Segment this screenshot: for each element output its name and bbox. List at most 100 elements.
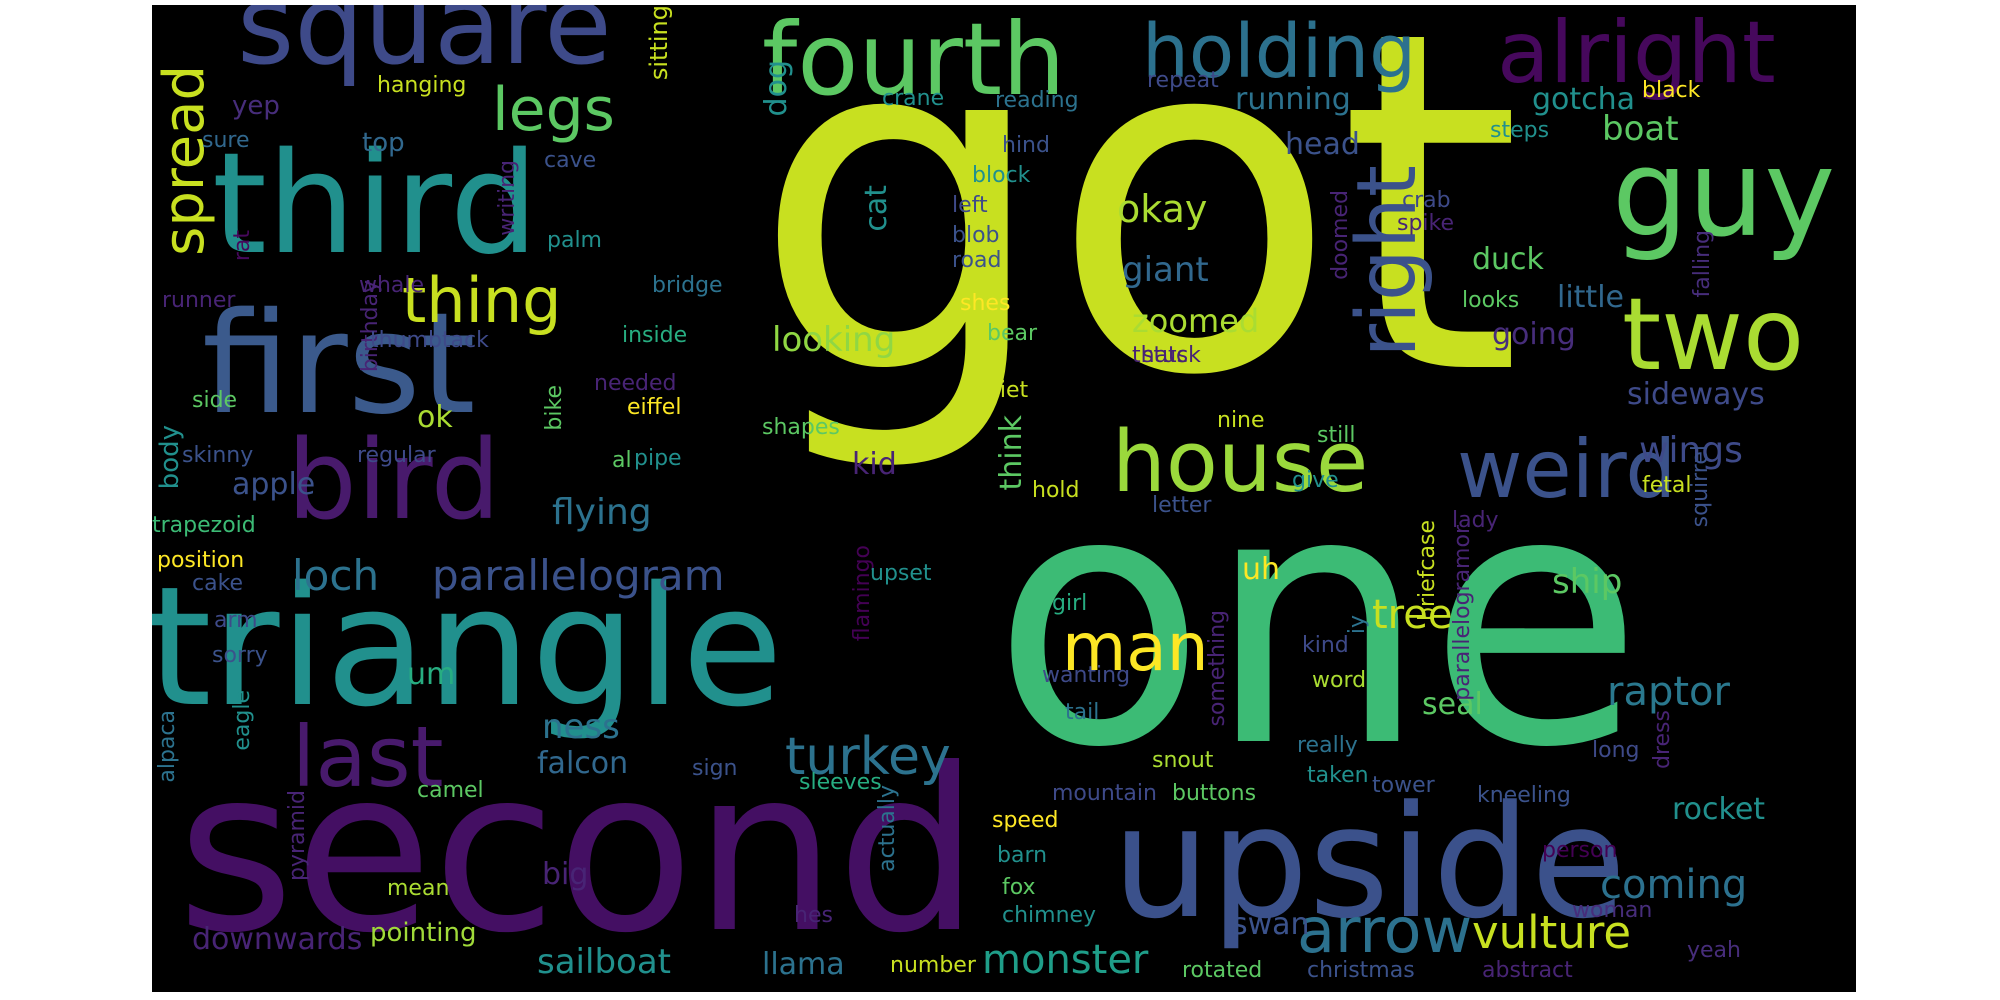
word-ness: ness	[542, 707, 620, 747]
word-kneeling: kneeling	[1477, 783, 1571, 808]
word-quiet: quiet	[972, 378, 1029, 403]
word-dog: dog	[759, 60, 794, 117]
word-girl: girl	[1052, 591, 1088, 616]
word-repeat: repeat	[1147, 68, 1219, 93]
word-rotated: rotated	[1182, 958, 1263, 983]
word-guy: guy	[1612, 125, 1836, 264]
word-doomed: doomed	[1328, 190, 1353, 280]
word-crane: crane	[882, 86, 945, 111]
word-legs: legs	[492, 75, 615, 145]
word-thats: thats	[1132, 343, 1189, 368]
word-trapezoid: trapezoid	[152, 513, 256, 538]
word-fourth: fourth	[762, 5, 1066, 118]
word-spike: spike	[1397, 211, 1455, 236]
word-one: one	[992, 416, 1644, 824]
word-thumbtack: thumbtack	[370, 328, 489, 353]
word-bird: bird	[287, 416, 501, 544]
word-something: something	[1205, 610, 1230, 727]
word-hes: hes	[794, 903, 833, 928]
word-fetal: fetal	[1642, 473, 1692, 498]
word-looks: looks	[1462, 288, 1520, 313]
word-long: long	[1592, 738, 1640, 763]
word-stuck: stuck	[1142, 343, 1201, 368]
word-whale: whale	[359, 273, 425, 298]
word-yep: yep	[232, 91, 280, 121]
word-sure: sure	[202, 128, 250, 153]
word-person: person	[1542, 838, 1618, 863]
word-word: word	[1312, 668, 1367, 693]
word-tail: tail	[1065, 700, 1100, 725]
word-monster: monster	[982, 937, 1149, 983]
word-sideways: sideways	[1627, 377, 1765, 412]
word-woman: woman	[1572, 898, 1653, 923]
word-sorry: sorry	[212, 643, 268, 668]
word-loch: loch	[292, 551, 380, 600]
word-taken: taken	[1307, 763, 1369, 788]
word-hold: hold	[1032, 478, 1080, 503]
word-ship: ship	[1552, 562, 1623, 602]
word-pyramid: pyramid	[285, 790, 310, 882]
word-think: think	[994, 415, 1029, 491]
word-tree: tree	[1372, 592, 1453, 638]
word-inside: inside	[622, 323, 688, 348]
word-arrow: arrow	[1297, 894, 1473, 967]
word-kid: kid	[852, 447, 897, 482]
word-coming: coming	[1600, 862, 1748, 908]
word-flamingo: flamingo	[850, 545, 875, 642]
word-cave: cave	[544, 148, 597, 173]
word-okay: okay	[1117, 187, 1208, 231]
word-pipe: pipe	[634, 446, 682, 471]
word-weird: weird	[1457, 423, 1677, 516]
word-steps: steps	[1490, 118, 1550, 143]
word-uh: uh	[1242, 552, 1281, 587]
word-eiffel: eiffel	[627, 395, 682, 420]
word-turkey: turkey	[785, 727, 951, 787]
word-abstract: abstract	[1482, 958, 1573, 983]
word-chimney: chimney	[1002, 903, 1097, 928]
word-block: block	[972, 163, 1031, 188]
word-um: um	[407, 657, 456, 692]
word-vulture: vulture	[1472, 906, 1632, 959]
word-ok: ok	[417, 400, 453, 435]
word-body: body	[155, 425, 185, 490]
word-square: square	[237, 5, 612, 89]
word-first: first	[202, 283, 476, 446]
word-eagle: eagle	[230, 690, 255, 751]
word-downwards: downwards	[192, 922, 363, 957]
word-left: left	[952, 193, 988, 218]
word-llama: llama	[762, 947, 845, 982]
word-birthday: birthday	[358, 280, 383, 373]
word-triangle: triangle	[152, 551, 784, 743]
word-zoomed: zoomed	[1132, 302, 1260, 340]
word-thing: thing	[402, 264, 562, 337]
word-looking: looking	[772, 320, 896, 360]
word-bear: bear	[987, 321, 1038, 346]
word-sign: sign	[692, 756, 738, 781]
word-two: two	[1622, 276, 1805, 393]
word-snout: snout	[1152, 748, 1214, 773]
word-head: head	[1285, 127, 1360, 162]
word-cat: cat	[859, 185, 894, 232]
word-rocket: rocket	[1672, 792, 1766, 827]
word-side: side	[192, 388, 238, 413]
word-holding: holding	[1142, 9, 1417, 95]
word-shapes: shapes	[762, 415, 840, 440]
word-wanting: wanting	[1042, 663, 1131, 688]
word-wings: wings	[1639, 430, 1743, 471]
word-black: black	[1642, 78, 1701, 103]
word-writing: writing	[495, 160, 520, 236]
word-mountain: mountain	[1052, 781, 1157, 806]
word-mean: mean	[387, 876, 450, 901]
word-regular: regular	[357, 443, 436, 468]
word-barn: barn	[997, 843, 1048, 868]
word-briefcase: briefcase	[1415, 520, 1440, 621]
word-squirrel: squirrel	[1688, 445, 1713, 528]
word-last: last	[292, 708, 444, 806]
word-number: number	[890, 953, 976, 978]
word-got: got	[752, 5, 1523, 478]
word-sitting: sitting	[645, 5, 673, 81]
word-yeah: yeah	[1687, 938, 1741, 963]
word-parallelogram: parallelogram	[432, 551, 725, 600]
word-position: position	[157, 548, 245, 573]
word-gotcha: gotcha	[1532, 82, 1636, 117]
